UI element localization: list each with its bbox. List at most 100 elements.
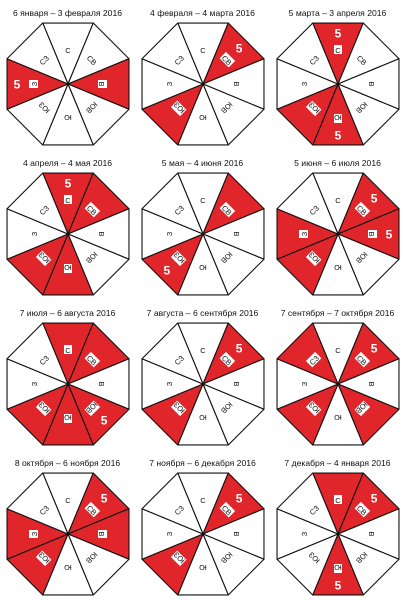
five-marker: 5 (236, 491, 243, 505)
sector-label-background (35, 250, 52, 267)
sector-label-background (305, 400, 322, 417)
sector-label: З (300, 381, 309, 386)
sector-label: С (335, 346, 341, 355)
sector-label: С (335, 46, 341, 55)
sector-label-group: С (200, 46, 206, 55)
sector-label-group: С (65, 496, 71, 505)
sector-label-group: В (97, 530, 107, 538)
sector-label-background (29, 530, 38, 538)
sector-label: З (165, 381, 174, 386)
sector-label-group: Ю (334, 563, 342, 573)
five-marker: 5 (335, 27, 342, 41)
sector-label-background (219, 201, 236, 218)
sector-label-background (299, 230, 308, 238)
sector-nw (141, 22, 204, 85)
sector-label-group: В (232, 381, 241, 386)
sector-label-group: Ю (64, 113, 72, 122)
period-title: 6 января – 3 февраля 2016 (12, 8, 123, 18)
sector-label: В (367, 81, 376, 86)
sector-nw (141, 472, 204, 535)
sector-label-group: З (29, 530, 39, 538)
sector-label-group: В (367, 230, 377, 238)
five-marker: 5 (236, 341, 243, 355)
sector-label-group: З (300, 381, 309, 386)
sector-label: С (335, 196, 341, 205)
period-chart: 5 марта – 3 апреля 2016 С 5 СВ В ЮВ Ю 5 ЮЗ З СЗ (270, 0, 405, 150)
sector-label: З (30, 381, 39, 386)
sector-nw (276, 172, 339, 235)
sector-label: З (165, 231, 174, 236)
period-chart: 7 августа – 6 сентября 2016 С СВ 5 В ЮВ Ю ЮЗ З СЗ (135, 300, 270, 450)
five-marker: 5 (65, 177, 72, 191)
sector-label-background (35, 550, 52, 567)
sector-label-group: З (299, 230, 309, 238)
sector-label-background (84, 351, 101, 368)
five-marker: 5 (386, 228, 393, 242)
sector-label-background (219, 501, 236, 518)
five-marker: 5 (236, 41, 243, 55)
sector-label-group: З (29, 80, 39, 88)
period-title: 5 марта – 3 апреля 2016 (288, 8, 387, 18)
sector-label-group: С (64, 345, 72, 355)
sector-label: З (165, 531, 174, 536)
sector-label-group: С (334, 495, 342, 505)
sector-nw (141, 322, 204, 385)
sector-label: В (232, 381, 241, 386)
period-chart: 6 января – 3 февраля 2016 С СВ В ЮВ Ю ЮЗ З 5 СЗ (0, 0, 135, 150)
sector-label: З (30, 81, 39, 86)
sector-label-background (305, 351, 322, 368)
period-title: 5 июня – 6 июля 2016 (294, 158, 381, 168)
sector-label-background (84, 201, 101, 218)
sector-nw (276, 472, 339, 535)
sector-label-background (170, 550, 187, 567)
sector-label: Ю (64, 113, 72, 122)
sector-label: В (367, 381, 376, 386)
sector-label: Ю (64, 563, 72, 572)
sector-label: В (97, 381, 106, 386)
sector-label-group: З (165, 381, 174, 386)
sector-nw (276, 322, 339, 385)
sector-label-background (170, 250, 187, 267)
sector-label: З (165, 81, 174, 86)
sector-label: В (232, 81, 241, 86)
sector-label-group: С (200, 196, 206, 205)
sector-label-group: В (97, 231, 106, 236)
sector-nw (276, 22, 339, 85)
sector-label: В (232, 531, 241, 536)
sector-label-group: С (334, 45, 342, 55)
sector-label-background (64, 195, 72, 204)
sector-label-group: З (30, 381, 39, 386)
sector-label-group: В (367, 531, 376, 536)
period-title: 7 ноября – 6 декабря 2016 (149, 458, 256, 468)
period-chart: 7 июля – 6 августа 2016 С СВ В ЮВ 5 Ю ЮЗ З СЗ (0, 300, 135, 450)
sector-label: С (65, 196, 71, 205)
sector-label-background (170, 400, 187, 417)
sector-nw (6, 22, 69, 85)
sector-label: В (367, 531, 376, 536)
sector-label: С (200, 496, 206, 505)
sector-label-group: С (200, 496, 206, 505)
sector-label: С (335, 496, 341, 505)
sector-label-group: В (232, 531, 241, 536)
period-title: 7 сентября – 7 октября 2016 (280, 308, 395, 318)
sector-label-background (84, 501, 101, 518)
sector-label-group: Ю (199, 413, 207, 422)
sector-label-group: З (30, 231, 39, 236)
sector-label: С (65, 496, 71, 505)
sector-label: С (65, 346, 71, 355)
sector-label: В (97, 81, 106, 86)
sector-label-group: С (335, 196, 341, 205)
sector-label-background (334, 495, 342, 504)
sector-label-background (305, 250, 322, 267)
sector-label: В (232, 231, 241, 236)
sector-label-group: С (65, 46, 71, 55)
